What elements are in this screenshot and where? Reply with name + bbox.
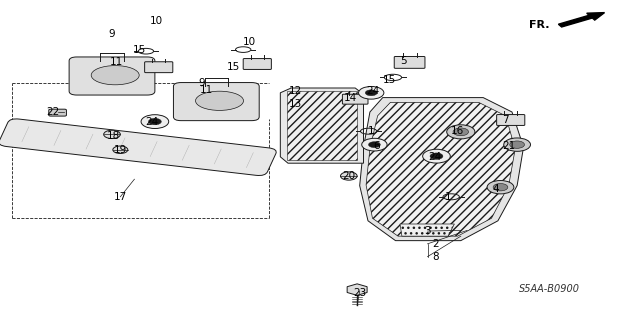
Circle shape bbox=[362, 138, 387, 151]
Circle shape bbox=[453, 128, 468, 136]
Text: 9: 9 bbox=[109, 28, 115, 39]
Text: 15: 15 bbox=[133, 44, 146, 55]
Polygon shape bbox=[400, 224, 454, 236]
Text: 18: 18 bbox=[108, 131, 120, 141]
Text: 6: 6 bbox=[373, 140, 380, 151]
Text: 10: 10 bbox=[243, 36, 256, 47]
Text: 1: 1 bbox=[445, 192, 451, 202]
Text: 24: 24 bbox=[429, 152, 442, 162]
Circle shape bbox=[365, 90, 377, 96]
Circle shape bbox=[430, 153, 443, 159]
Text: 22: 22 bbox=[46, 107, 59, 117]
Text: 15: 15 bbox=[227, 62, 240, 72]
Circle shape bbox=[358, 86, 384, 99]
Polygon shape bbox=[360, 98, 524, 241]
FancyArrow shape bbox=[558, 12, 605, 27]
Text: 10: 10 bbox=[150, 16, 163, 26]
FancyBboxPatch shape bbox=[49, 109, 67, 116]
Text: 17: 17 bbox=[114, 192, 127, 202]
Text: FR.: FR. bbox=[529, 20, 549, 30]
Circle shape bbox=[104, 130, 120, 139]
Text: 1: 1 bbox=[368, 126, 374, 136]
Circle shape bbox=[369, 142, 380, 148]
Text: 21: 21 bbox=[502, 140, 515, 151]
Text: 11: 11 bbox=[110, 57, 123, 68]
Polygon shape bbox=[280, 88, 364, 163]
FancyBboxPatch shape bbox=[497, 115, 525, 125]
Text: 9: 9 bbox=[198, 78, 205, 88]
Text: 13: 13 bbox=[289, 99, 302, 109]
Text: 16: 16 bbox=[451, 126, 464, 136]
Text: 5: 5 bbox=[400, 56, 406, 66]
Circle shape bbox=[141, 115, 169, 129]
Text: 7: 7 bbox=[502, 115, 509, 125]
FancyBboxPatch shape bbox=[243, 59, 271, 69]
Text: 23: 23 bbox=[353, 288, 366, 298]
FancyBboxPatch shape bbox=[69, 57, 155, 95]
Text: 20: 20 bbox=[342, 171, 355, 181]
Circle shape bbox=[493, 184, 508, 191]
Circle shape bbox=[148, 118, 161, 125]
Text: 24: 24 bbox=[146, 116, 159, 127]
Circle shape bbox=[504, 138, 531, 151]
Polygon shape bbox=[347, 284, 367, 295]
FancyBboxPatch shape bbox=[173, 83, 259, 121]
Ellipse shape bbox=[91, 66, 140, 85]
Text: 24: 24 bbox=[366, 86, 379, 96]
FancyBboxPatch shape bbox=[145, 62, 173, 73]
Circle shape bbox=[510, 141, 524, 148]
Text: 12: 12 bbox=[289, 86, 302, 96]
Text: 2: 2 bbox=[432, 239, 438, 249]
Polygon shape bbox=[287, 91, 357, 160]
Circle shape bbox=[113, 146, 128, 154]
Polygon shape bbox=[366, 102, 515, 236]
Text: 8: 8 bbox=[432, 252, 438, 262]
FancyBboxPatch shape bbox=[394, 56, 425, 68]
FancyBboxPatch shape bbox=[0, 119, 276, 175]
FancyBboxPatch shape bbox=[342, 94, 368, 104]
Text: 4: 4 bbox=[493, 184, 499, 194]
Text: S5AA-B0900: S5AA-B0900 bbox=[518, 284, 580, 294]
Text: 15: 15 bbox=[383, 75, 396, 85]
Circle shape bbox=[487, 180, 514, 194]
Circle shape bbox=[422, 149, 451, 163]
Text: 14: 14 bbox=[344, 92, 357, 103]
Circle shape bbox=[340, 172, 357, 180]
Text: 19: 19 bbox=[114, 145, 127, 156]
Circle shape bbox=[447, 125, 475, 139]
Ellipse shape bbox=[196, 91, 244, 110]
Text: 11: 11 bbox=[200, 84, 212, 95]
Text: 3: 3 bbox=[424, 226, 431, 236]
